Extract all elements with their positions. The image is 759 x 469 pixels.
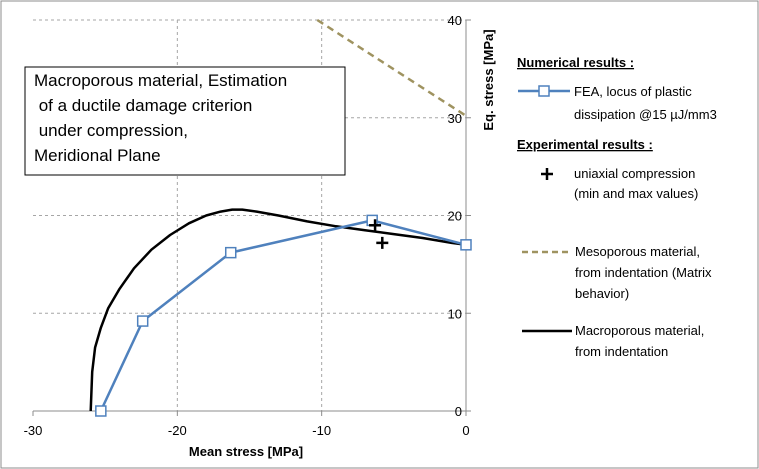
y-tick-label: 0 — [455, 404, 462, 419]
fea-locus-series — [95, 214, 472, 417]
x-tick-label: -20 — [168, 423, 187, 438]
legend-fea-key — [518, 85, 570, 97]
fea-locus-point — [460, 239, 472, 251]
legend-exp-line-2: (min and max values) — [574, 186, 698, 201]
uniaxial-compression-series — [369, 219, 389, 249]
legend-fea-line-1: FEA, locus of plastic — [574, 84, 692, 99]
legend-macro-line-2: from indentation — [575, 344, 668, 359]
mesoporous-indentation-series — [316, 18, 467, 117]
legend-meso-line-3: behavior) — [575, 286, 629, 301]
legend-macro-line-1: Macroporous material, — [575, 323, 704, 338]
macroporous-indentation-series — [89, 208, 467, 412]
y-tick-label: 20 — [448, 209, 462, 224]
x-tick-label: 0 — [462, 423, 469, 438]
fea-locus-point — [95, 405, 107, 417]
legend-meso-line-1: Mesoporous material, — [575, 244, 700, 259]
mesoporous-indentation-line — [316, 18, 467, 117]
legend-numerical-heading: Numerical results : — [517, 55, 634, 70]
legend-exp-key — [541, 168, 553, 180]
macroporous-indentation-line — [89, 208, 467, 412]
legend-fea-line-2: dissipation @15 µJ/mm3 — [574, 107, 717, 122]
series-layer — [89, 18, 472, 417]
y-tick-label: 40 — [448, 13, 462, 28]
uniaxial-compression-point — [376, 236, 389, 249]
x-tick-labels: -30 -20 -10 0 — [24, 411, 470, 438]
annotation-line-3: under compression, — [34, 121, 188, 140]
uniaxial-compression-point — [369, 219, 382, 232]
y-tick-label: 30 — [448, 111, 462, 126]
annotation-box: Macroporous material, Estimation of a du… — [24, 66, 346, 176]
legend-experimental-heading: Experimental results : — [517, 137, 653, 152]
legend-meso-line-2: from indentation (Matrix — [575, 265, 712, 280]
legend: Numerical results : FEA, locus of plasti… — [517, 55, 717, 359]
x-tick-label: -10 — [312, 423, 331, 438]
annotation-frame — [24, 66, 346, 176]
annotation-line-2: of a ductile damage criterion — [34, 96, 252, 115]
annotation-line-4: Meridional Plane — [34, 146, 161, 165]
fea-locus-point — [224, 246, 237, 259]
y-tick-label: 10 — [448, 306, 462, 321]
x-tick-label: -30 — [24, 423, 43, 438]
y-axis-title: Eq. stress [MPa] — [481, 29, 496, 130]
fea-locus-point — [136, 315, 149, 327]
legend-fea-marker — [538, 85, 550, 97]
y-tick-labels: 0 10 20 30 40 — [448, 13, 471, 419]
legend-exp-line-1: uniaxial compression — [574, 166, 695, 181]
x-axis-title: Mean stress [MPa] — [189, 444, 303, 459]
annotation-line-1: Macroporous material, Estimation — [34, 71, 287, 90]
